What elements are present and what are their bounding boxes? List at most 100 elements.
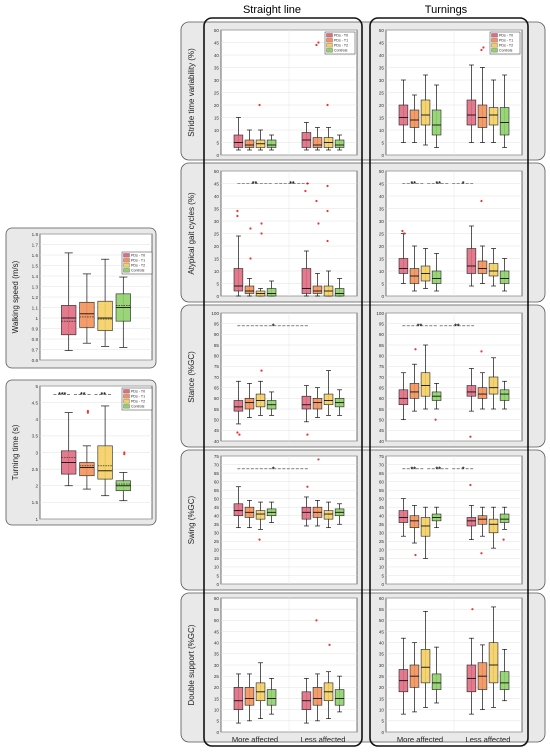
- y-tick-label: 1: [35, 517, 38, 522]
- y-tick-label: 0: [381, 730, 384, 735]
- y-tick-label: 45: [379, 181, 385, 186]
- y-tick-label: 25: [379, 90, 385, 95]
- plot-stance-turnings: 40 45 50 55 60 65 70 75 80 85 90 95 100 ** **: [376, 311, 523, 444]
- box-t0: [61, 305, 77, 336]
- legend-entry: PDs - T1: [334, 39, 348, 43]
- box-t1: [79, 462, 95, 477]
- outlier-point: [317, 222, 320, 225]
- outlier-point: [480, 552, 483, 555]
- y-tick-label: 50: [379, 417, 385, 422]
- y-tick-label: 1.2: [32, 295, 39, 300]
- legend-entry: Controls: [334, 49, 348, 53]
- legend-swatch: [123, 394, 130, 399]
- y-axis-label: Stance (%GC): [187, 351, 196, 403]
- y-axis-label: Turning time (s): [11, 424, 20, 480]
- outlier-point: [317, 41, 320, 44]
- y-tick-label: 1.5: [32, 263, 39, 268]
- y-tick-label: 35: [379, 206, 385, 211]
- legend-swatch: [326, 38, 333, 43]
- column-title-turnings: Turnings: [425, 4, 468, 16]
- outlier-point: [469, 483, 472, 487]
- y-tick-label: 0: [216, 730, 219, 735]
- significance-mark: **: [454, 323, 460, 330]
- box-t1: [312, 137, 323, 148]
- outlier-point: [317, 458, 320, 461]
- y-tick-label: 70: [214, 375, 220, 380]
- y-tick-label: 30: [379, 219, 385, 224]
- y-tick-label: 0.7: [32, 347, 39, 352]
- box-controls: [266, 139, 277, 148]
- outlier-point: [401, 229, 404, 233]
- legend-entry: PDs - T2: [131, 400, 145, 404]
- y-tick-label: 55: [214, 607, 220, 612]
- outlier-point: [326, 103, 329, 107]
- y-tick-label: 5: [381, 281, 384, 286]
- outlier-point: [236, 209, 239, 213]
- box-controls: [499, 671, 510, 690]
- y-tick-label: 5: [35, 384, 38, 389]
- y-tick-label: 5: [216, 140, 219, 145]
- outlier-point: [434, 418, 437, 421]
- y-tick-label: 95: [379, 321, 385, 326]
- y-tick-label: 100: [211, 311, 219, 316]
- box-t0: [466, 248, 477, 274]
- outlier-point: [480, 350, 483, 353]
- y-tick-label: 65: [379, 385, 385, 390]
- y-tick-label: 55: [214, 488, 220, 493]
- y-tick-label: 65: [379, 471, 385, 476]
- outlier-point: [480, 48, 483, 52]
- y-tick-label: 80: [214, 353, 220, 358]
- y-tick-label: 0: [381, 153, 384, 158]
- box-controls: [334, 288, 345, 297]
- y-tick-label: 20: [214, 244, 220, 249]
- box-t0: [233, 268, 244, 292]
- y-tick-label: 35: [379, 522, 385, 527]
- box-t2: [488, 263, 499, 277]
- y-tick-label: 60: [379, 396, 385, 401]
- y-tick-label: 45: [214, 505, 220, 510]
- outlier-point: [260, 232, 263, 235]
- y-tick-label: 15: [379, 556, 385, 561]
- y-tick-label: 45: [379, 505, 385, 510]
- box-controls: [499, 270, 510, 284]
- y-tick-label: 60: [379, 596, 385, 601]
- outlier-point: [502, 538, 505, 541]
- outlier-point: [249, 227, 252, 230]
- y-tick-label: 15: [379, 256, 385, 261]
- box-t1: [312, 285, 323, 294]
- outlier-point: [236, 431, 239, 434]
- y-tick-label: 20: [214, 685, 220, 690]
- y-tick-label: 70: [214, 462, 220, 467]
- box-t1: [477, 387, 488, 399]
- outlier-point: [326, 239, 329, 243]
- box-controls: [431, 109, 442, 136]
- y-tick-label: 20: [379, 685, 385, 690]
- y-tick-label: 50: [379, 169, 385, 174]
- legend-swatch: [123, 258, 130, 263]
- y-tick-label: 35: [214, 206, 220, 211]
- box-t1: [244, 398, 255, 410]
- significance-mark: **: [252, 181, 258, 188]
- box-t2: [488, 376, 499, 395]
- y-tick-label: 5: [216, 281, 219, 286]
- y-tick-label: 1.3: [32, 284, 39, 289]
- significance-mark: **: [101, 392, 107, 399]
- y-tick-label: 15: [379, 115, 385, 120]
- y-tick-label: 10: [379, 565, 385, 570]
- column-frame-straight: [203, 17, 363, 747]
- y-tick-label: 50: [214, 618, 220, 623]
- y-tick-label: 10: [214, 565, 220, 570]
- outlier-point: [258, 103, 261, 107]
- plot-swing-straight: 0 5 10 15 20 25 30 35 40 45 50 55 60 65 70 75 Swing (%GC…: [187, 454, 358, 587]
- outlier-point: [469, 435, 472, 438]
- y-tick-label: 60: [214, 479, 220, 484]
- y-tick-label: 55: [379, 607, 385, 612]
- y-tick-label: 10: [214, 269, 220, 274]
- box-t2: [488, 642, 499, 684]
- box-t0: [398, 258, 409, 274]
- x-category-label: More affected: [397, 735, 443, 744]
- y-tick-label: 0: [216, 153, 219, 158]
- y-tick-label: 2: [35, 484, 38, 489]
- box-t2: [420, 99, 431, 126]
